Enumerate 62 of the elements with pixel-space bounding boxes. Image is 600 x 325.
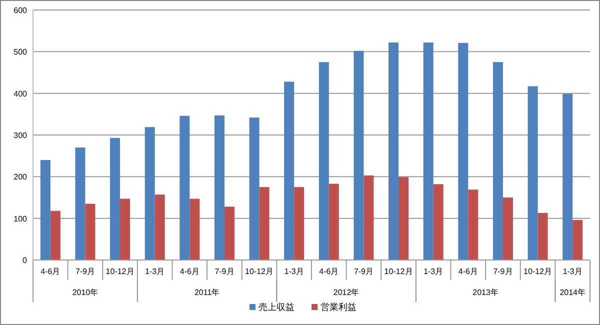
bar <box>190 198 200 260</box>
bar <box>294 187 304 260</box>
y-tick-label: 500 <box>14 48 28 57</box>
bar <box>154 194 165 260</box>
bar <box>259 187 270 260</box>
bar <box>562 94 573 260</box>
x-tick-label: 4-6月 <box>180 267 200 276</box>
bar <box>468 190 478 260</box>
bar <box>502 198 513 260</box>
bar <box>528 86 538 260</box>
bar <box>318 62 329 260</box>
bar <box>214 115 224 260</box>
bar <box>75 148 86 260</box>
y-tick-label: 300 <box>14 131 28 140</box>
bar <box>249 118 260 260</box>
text: 2012年 <box>333 288 360 297</box>
legend-label: 営業利益 <box>320 302 356 312</box>
bar <box>458 42 468 260</box>
x-tick-label: 1-3月 <box>424 267 444 276</box>
x-tick-label: 1-3月 <box>145 267 165 276</box>
bar <box>110 138 120 260</box>
y-tick-label: 600 <box>14 6 28 15</box>
bar <box>328 184 339 260</box>
bar <box>388 42 399 260</box>
bar <box>284 82 294 260</box>
bar <box>144 127 155 260</box>
x-tick-label: 10-12月 <box>106 267 134 276</box>
x-tick-label: 10-12月 <box>524 267 552 276</box>
x-tick-label: 7-9月 <box>75 267 95 276</box>
y-tick-label: 0 <box>22 256 28 265</box>
x-tick-label: 1-3月 <box>284 267 304 276</box>
y-tick-label: 100 <box>14 214 28 224</box>
x-tick-label: 4-6月 <box>40 267 60 276</box>
bar <box>40 160 50 260</box>
bar <box>120 198 130 260</box>
x-tick-label: 1-3月 <box>562 267 582 276</box>
bar <box>50 210 60 260</box>
text: 2010年 <box>72 288 98 297</box>
x-tick-label: 4-6月 <box>458 267 478 276</box>
bar <box>538 212 548 260</box>
y-tick-label: 400 <box>14 89 28 98</box>
x-tick-label: 7-9月 <box>354 267 374 276</box>
legend-label: 売上収益 <box>258 302 294 312</box>
bar <box>85 204 96 260</box>
bar <box>492 62 503 260</box>
bar <box>364 175 374 260</box>
x-tick-label: 10-12月 <box>245 267 274 276</box>
x-tick-label: 7-9月 <box>493 267 513 276</box>
text: 2013年 <box>472 288 498 297</box>
text: 2011年 <box>194 288 220 297</box>
bar <box>398 177 409 260</box>
bar <box>433 184 444 260</box>
text: 2014年 <box>560 288 586 297</box>
y-tick-label: 200 <box>14 172 28 182</box>
x-tick-label: 7-9月 <box>214 267 234 276</box>
bar <box>224 206 234 260</box>
bar <box>423 42 434 260</box>
bar <box>572 220 583 260</box>
x-tick-label: 4-6月 <box>319 267 339 276</box>
bar <box>180 116 190 260</box>
x-tick-label: 10-12月 <box>384 267 413 276</box>
bar <box>354 50 364 260</box>
